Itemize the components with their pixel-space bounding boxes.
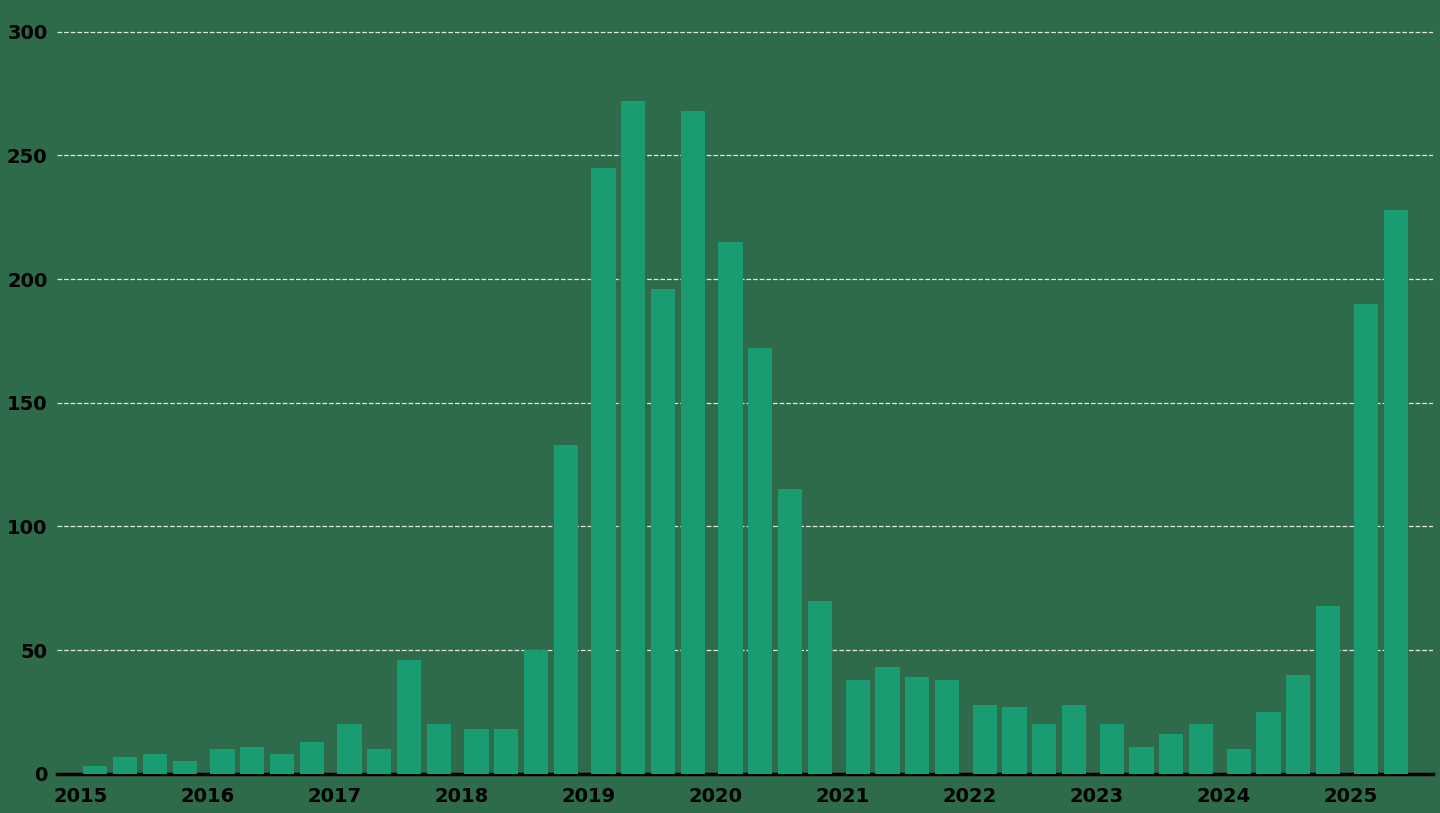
Bar: [808, 601, 832, 774]
Bar: [1063, 705, 1086, 774]
Bar: [114, 757, 137, 774]
Bar: [681, 111, 706, 774]
Bar: [240, 746, 265, 774]
Bar: [465, 729, 488, 774]
Bar: [621, 101, 645, 774]
Bar: [1189, 724, 1214, 774]
Bar: [1159, 734, 1184, 774]
Bar: [1384, 210, 1408, 774]
Bar: [1286, 675, 1310, 774]
Bar: [524, 650, 549, 774]
Bar: [1129, 746, 1153, 774]
Bar: [651, 289, 675, 774]
Bar: [337, 724, 361, 774]
Bar: [1002, 707, 1027, 774]
Bar: [271, 754, 294, 774]
Bar: [845, 680, 870, 774]
Bar: [173, 762, 197, 774]
Bar: [1032, 724, 1057, 774]
Bar: [1257, 712, 1280, 774]
Bar: [367, 749, 392, 774]
Bar: [426, 724, 451, 774]
Bar: [1100, 724, 1123, 774]
Bar: [778, 489, 802, 774]
Bar: [749, 348, 772, 774]
Bar: [906, 677, 929, 774]
Bar: [592, 167, 616, 774]
Bar: [143, 754, 167, 774]
Bar: [210, 749, 235, 774]
Bar: [300, 741, 324, 774]
Bar: [935, 680, 959, 774]
Bar: [876, 667, 900, 774]
Bar: [1354, 304, 1378, 774]
Bar: [554, 445, 577, 774]
Bar: [1227, 749, 1251, 774]
Bar: [719, 242, 743, 774]
Bar: [494, 729, 518, 774]
Bar: [972, 705, 996, 774]
Bar: [397, 660, 422, 774]
Bar: [84, 767, 108, 774]
Bar: [1316, 606, 1341, 774]
